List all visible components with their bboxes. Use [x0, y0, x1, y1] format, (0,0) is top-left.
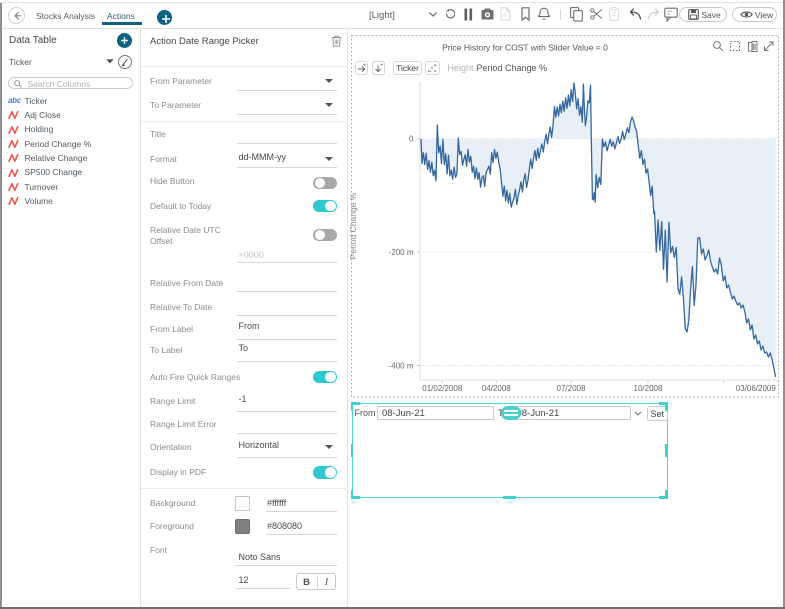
svg-text:10/2008: 10/2008 [634, 384, 663, 393]
svg-text:03/06/2009: 03/06/2009 [736, 384, 777, 393]
svg-text:-400 m: -400 m [389, 361, 414, 370]
svg-text:04/2008: 04/2008 [482, 384, 511, 393]
svg-text:A: A [502, 13, 506, 19]
svg-text:Price History for COST with Sl: Price History for COST with Slider Value… [442, 43, 608, 53]
svg-text:0: 0 [409, 135, 414, 144]
svg-text:Period Change %: Period Change % [348, 192, 358, 259]
svg-text:-200 m: -200 m [389, 248, 414, 257]
svg-text:07/2008: 07/2008 [557, 384, 586, 393]
svg-text:01/02/2008: 01/02/2008 [422, 384, 463, 393]
